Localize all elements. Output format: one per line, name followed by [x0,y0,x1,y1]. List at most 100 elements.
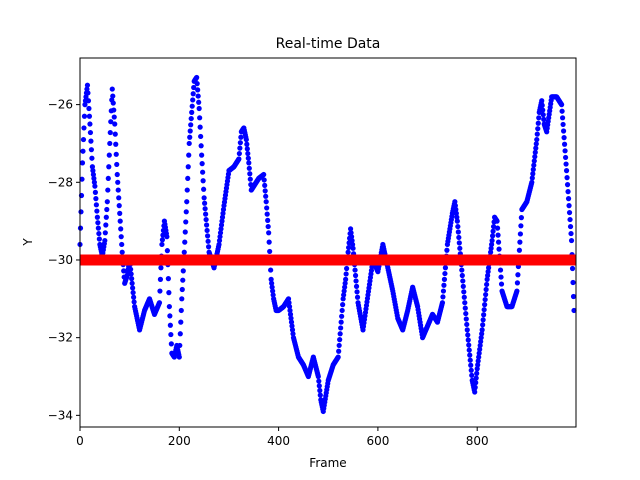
x-tick-label: 800 [466,434,489,448]
interp-point [353,278,359,284]
interp-point [200,178,206,184]
interp-point [110,100,116,106]
interp-point [87,129,94,136]
interp-point [182,239,188,245]
y-tick-label: −30 [48,253,73,267]
interp-point [317,387,323,394]
interp-point [498,281,505,287]
interp-point [467,357,473,363]
interp-point [236,150,242,157]
interp-point [185,164,191,170]
interp-point [92,189,98,195]
interp-point [518,215,524,221]
interp-point [475,362,481,368]
interp-point [532,154,538,160]
interp-point [489,233,496,239]
interp-point [113,141,119,147]
interp-point [456,234,462,241]
interp-point [479,331,485,337]
interp-point [117,218,123,224]
interp-point [568,230,574,237]
interp-point [195,87,201,93]
interp-point [534,131,540,137]
interp-point [354,294,361,300]
interp-point [219,218,225,224]
interp-point [480,322,486,328]
interp-point [237,145,243,151]
interp-point [191,84,197,91]
interp-point [570,293,577,300]
interp-point [473,380,479,386]
interp-point [262,182,268,189]
interp-point [179,286,185,293]
interp-point [341,292,347,298]
interp-point [188,122,194,128]
data-point [181,249,187,255]
interp-point [265,217,271,223]
interp-point [474,370,480,376]
interp-point [90,171,97,178]
interp-point [79,176,85,182]
interp-point [178,319,184,325]
interp-point [539,102,545,108]
interp-point [570,279,576,286]
interp-point [247,176,253,182]
interp-point [560,121,566,128]
interp-point [481,307,487,313]
interp-point [247,171,253,177]
interp-point [441,282,447,288]
interp-point [346,244,352,251]
interp-point [540,107,546,113]
data-point [568,237,575,244]
interp-point [342,284,348,290]
interp-point [496,246,502,252]
interp-point [289,327,296,333]
data-point [159,241,165,248]
data-point [87,121,93,127]
x-axis-label: Frame [309,456,346,470]
data-point [340,296,346,302]
interp-point [264,211,270,217]
interp-point [197,124,203,130]
interp-point [289,323,295,329]
data-point [196,105,202,112]
interp-point [95,220,101,226]
interp-point [564,182,571,188]
interp-point [203,216,209,223]
interp-point [514,280,521,286]
interp-point [485,269,491,275]
data-point [156,300,163,306]
interp-point [342,280,348,286]
data-point [117,210,123,216]
interp-point [352,272,359,279]
interp-point [478,338,484,345]
interp-point [495,239,502,245]
interp-point [566,203,572,209]
interp-point [177,342,183,349]
interp-point [187,134,193,140]
interp-point [490,223,497,230]
interp-point [494,225,501,231]
data-point [563,168,570,174]
interp-point [85,90,91,96]
interp-point [80,148,86,154]
interp-point [529,175,535,181]
interp-point [565,196,572,202]
interp-point [564,175,570,181]
interp-point [189,103,195,109]
data-point [335,354,341,360]
data-point [266,230,272,236]
interp-point [453,206,459,213]
data-point [268,276,274,282]
x-axis-ticks: 0 200 400 600 800 [76,427,489,448]
interp-point [86,105,92,112]
interp-point [118,234,124,240]
interp-point [111,114,117,120]
interp-point [441,276,448,282]
interp-point [95,225,101,231]
y-tick-label: −34 [48,408,73,422]
interp-point [465,337,471,343]
interp-point [106,152,112,158]
interp-point [246,165,252,171]
x-tick-label: 200 [168,434,191,448]
